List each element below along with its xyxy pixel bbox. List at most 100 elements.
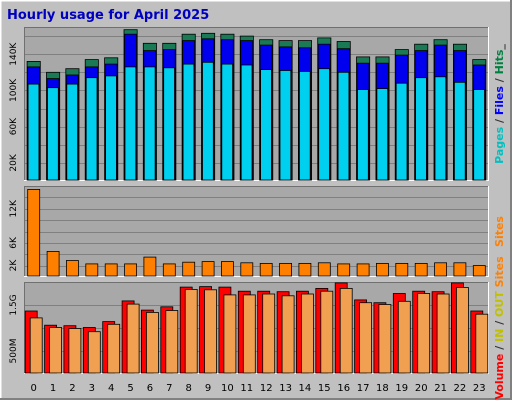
y-tick-label: 1.5G	[9, 294, 19, 315]
bar-out-21	[436, 293, 450, 374]
axis-label-part: /	[493, 115, 506, 127]
bar-out-6	[145, 311, 159, 374]
bar-out-18	[378, 304, 392, 374]
x-tick-label: 21	[434, 383, 447, 394]
x-tick-label: 22	[454, 383, 467, 394]
x-tick-label: 20	[415, 383, 428, 394]
bar-out-13	[281, 295, 295, 374]
bar-sites-14	[298, 262, 312, 277]
panel-middle: 2K 6K 12K Sites	[9, 186, 506, 277]
x-tick-label: 8	[186, 383, 192, 394]
bar-sites-20	[414, 262, 428, 277]
x-tick-label: 14	[299, 383, 312, 394]
axis-label-part: /	[493, 317, 506, 329]
bar-pages-4	[105, 75, 117, 181]
x-tick-label: 16	[337, 383, 350, 394]
x-tick-label: 19	[395, 383, 408, 394]
bar-out-16	[339, 287, 353, 374]
bar-out-5	[126, 303, 140, 374]
bar-sites-11	[240, 262, 254, 277]
bar-sites-5	[124, 263, 137, 277]
bar-sites-15	[317, 262, 331, 277]
bar-sites-22	[453, 262, 467, 277]
bar-sites-1	[46, 250, 60, 277]
bar-out-17	[359, 302, 373, 374]
bar-pages-0	[27, 83, 40, 181]
bar-pages-1	[47, 87, 59, 181]
bar-sites-3	[85, 263, 99, 277]
axis-label-part: Sites	[493, 256, 506, 287]
x-tick-label: 13	[279, 383, 292, 394]
bar-out-4	[107, 323, 121, 374]
x-tick-label: 1	[50, 383, 56, 394]
bar-pages-22	[453, 81, 466, 181]
bar-sites-16	[337, 263, 351, 277]
bar-out-8	[184, 288, 198, 374]
x-tick-label: 0	[31, 383, 37, 394]
bar-pages-14	[298, 71, 311, 181]
bar-pages-19	[395, 82, 408, 181]
bar-sites-2	[66, 260, 79, 277]
y-tick-label: 6K	[9, 236, 19, 249]
x-tick-label: 4	[108, 383, 114, 394]
y-tick-label: 2K	[9, 259, 19, 272]
bar-pages-18	[376, 88, 389, 181]
panel-axis-label: Sites	[493, 216, 506, 247]
bar-pages-17	[357, 89, 369, 181]
bar-out-2	[68, 328, 82, 374]
plot-area	[24, 186, 489, 277]
bar-out-12	[262, 293, 276, 374]
bar-pages-2	[66, 83, 79, 181]
bar-pages-11	[240, 64, 253, 181]
axis-label-part: IN	[493, 329, 506, 342]
bar-sites-12	[259, 262, 273, 277]
axis-label-part: Volume	[493, 354, 506, 400]
bar-pages-5	[124, 66, 137, 181]
axis-label-part: /	[493, 342, 506, 354]
panel-bottom: 500M 1.5G Volume / IN / OUT Sites	[9, 256, 506, 400]
y-tick-label: 500M	[9, 339, 19, 364]
bar-out-1	[49, 327, 62, 374]
chart-title: Hourly usage for April 2025	[7, 8, 209, 23]
panel-axis-label: Pages / Files / Hits_	[493, 44, 506, 164]
axis-label-part: /	[493, 74, 506, 86]
x-tick-label: 2	[69, 383, 75, 394]
bar-pages-6	[143, 66, 156, 181]
y-tick-label: 20K	[9, 153, 19, 171]
bar-sites-4	[104, 263, 118, 277]
bar-sites-6	[143, 256, 157, 277]
x-tick-label: 10	[221, 383, 234, 394]
axis-label-part: Sites	[493, 216, 506, 247]
bar-pages-8	[182, 63, 195, 181]
bar-sites-21	[434, 262, 448, 277]
bar-out-15	[320, 290, 334, 374]
bar-pages-7	[163, 67, 175, 181]
bar-out-11	[242, 294, 256, 374]
bar-sites-13	[279, 262, 293, 277]
bar-pages-13	[279, 70, 292, 181]
x-tick-label: 5	[127, 383, 133, 394]
bar-out-20	[417, 293, 431, 374]
y-tick-label: 12K	[9, 199, 19, 217]
bar-sites-23	[472, 265, 486, 277]
plot-area	[24, 27, 489, 181]
bar-sites-17	[356, 263, 370, 277]
bar-out-10	[223, 294, 237, 374]
bar-pages-23	[473, 89, 485, 181]
bar-pages-16	[337, 71, 350, 181]
x-tick-label: 23	[473, 383, 486, 394]
bar-pages-9	[202, 61, 214, 181]
bar-sites-9	[201, 261, 215, 277]
bar-out-19	[397, 300, 411, 374]
bar-out-22	[455, 287, 469, 374]
bar-pages-12	[260, 69, 272, 181]
bar-pages-15	[318, 68, 330, 181]
bar-pages-21	[434, 76, 447, 181]
bar-sites-8	[182, 261, 196, 277]
x-tick-label: 18	[376, 383, 389, 394]
bar-sites-10	[220, 261, 234, 277]
bar-pages-10	[221, 63, 234, 181]
x-axis-labels: 0 1 2 3 4 5 6 7 8 9 10 11 12 13 14 15 16 17 18 19 20 21 22 23	[31, 383, 486, 394]
panel-top: 20K 60K 100K 140K Pages / Files / Hits_	[9, 27, 506, 181]
